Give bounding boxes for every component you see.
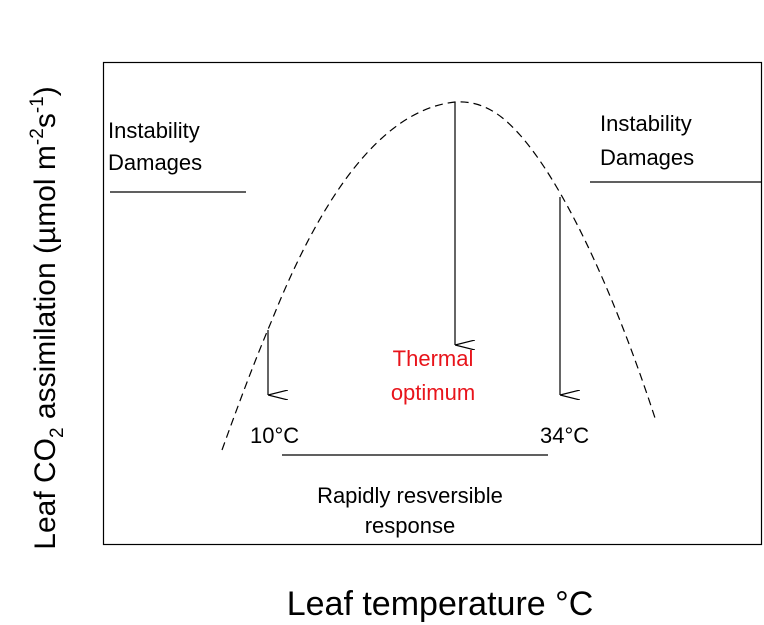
optimum-text: optimum xyxy=(391,380,475,405)
right-zone-text: Damages xyxy=(600,145,694,170)
x-axis-label: Leaf temperature °C xyxy=(287,585,594,623)
y-axis-label: Leaf CO2 assimilation (µmol m-2s-1) xyxy=(27,86,68,549)
y-label-part: Leaf CO xyxy=(29,438,62,550)
response-curve xyxy=(221,101,656,451)
high-mark: 34°C xyxy=(540,423,589,448)
y-label-sub: 2 xyxy=(47,427,68,438)
low-mark: 10°C xyxy=(250,423,299,448)
y-label-sup: -1 xyxy=(27,96,48,113)
reversible-text: response xyxy=(365,513,456,538)
left-zone-text: Instability xyxy=(108,118,200,143)
frame xyxy=(102,61,763,546)
y-label-part: ) xyxy=(29,86,62,96)
y-label-part: assimilation (µmol m xyxy=(29,145,62,427)
y-label-sup: -2 xyxy=(27,128,48,145)
optimum-text: Thermal xyxy=(393,346,474,371)
left-zone-text: Damages xyxy=(108,150,202,175)
right-zone-text: Instability xyxy=(600,111,692,136)
reversible-text: Rapidly resversible xyxy=(317,483,503,508)
y-label-part: s xyxy=(29,113,62,128)
